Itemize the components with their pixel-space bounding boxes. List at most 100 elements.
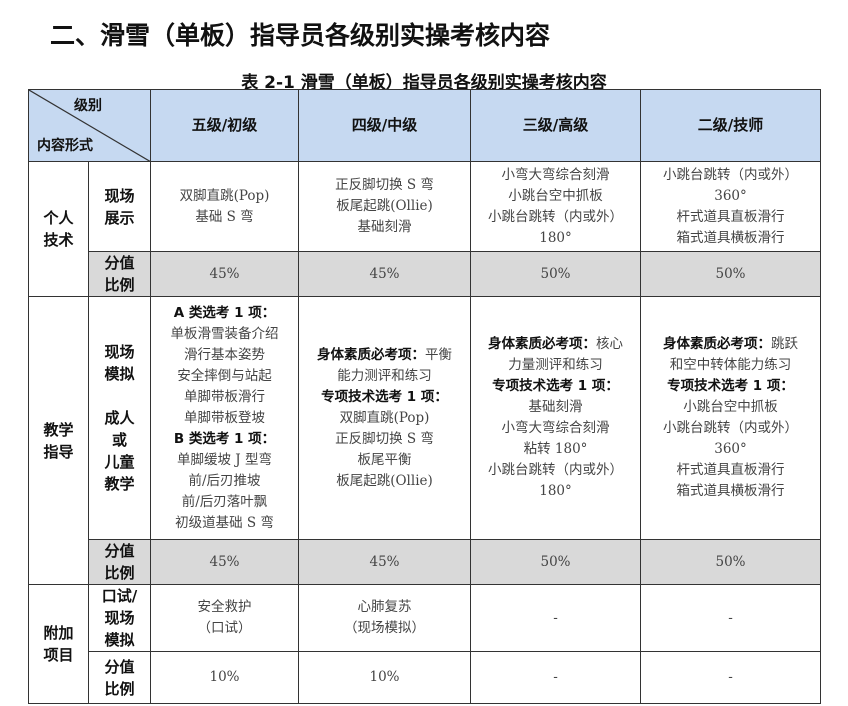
bold-label: 身体素质必考项： <box>488 336 596 352</box>
score-cell: 50% <box>640 539 821 585</box>
cell-line: 45% <box>153 552 296 573</box>
cell-line: 360° <box>643 439 818 460</box>
table-row: 个人 技术 现场 展示 双脚直跳(Pop) 基础 S 弯正反脚切换 S 弯板尾起跳(Oll… <box>28 161 821 297</box>
cell-line: 基础 S 弯 <box>153 207 296 228</box>
cell-line: 粘转 180° <box>473 439 638 460</box>
cell-text: 单脚带板滑行 <box>184 388 265 405</box>
cell-line: 基础刻滑 <box>301 217 468 238</box>
table-row: 附加 项目 口试/现场 模拟 安全救护 （口试） 心肺复苏 （现场模拟） - - <box>28 584 821 704</box>
cell-text: 基础刻滑 <box>528 399 583 415</box>
cell-text: 基础 S 弯 <box>195 208 254 225</box>
cell-text: 小跳台跳转（内或外） <box>663 166 798 183</box>
cell-text: 双脚直跳(Pop) <box>179 187 270 204</box>
score-cell: 10% <box>150 651 299 704</box>
header-row: 级别 内容形式 五级/初级 四级/中级 三级/高级 二级/技师 <box>28 89 821 162</box>
cell-line: 杆式道具直板滑行 <box>643 460 818 481</box>
table-row: 分值 比例 45% 45% 50% 50% <box>29 539 821 585</box>
level-header: 四级/中级 <box>298 89 471 162</box>
cell-line: - <box>473 608 638 629</box>
bold-label: 专项技术选考 1 项： <box>492 378 619 394</box>
score-cell: - <box>470 651 641 704</box>
cell-line: 小弯大弯综合刻滑 <box>473 165 638 186</box>
score-cell: 45% <box>298 251 471 297</box>
cell-line: A 类选考 1 项： <box>153 303 296 324</box>
cell-line: 安全救护 <box>153 597 296 618</box>
cell-line: 和空中转体能力练习 <box>643 355 818 376</box>
score-cell: 45% <box>298 539 471 585</box>
cell-text: 小跳台跳转（内或外） <box>488 462 623 478</box>
cell-text: 单脚缓坡 J 型弯 <box>177 451 272 468</box>
bold-label: B 类选考 1 项： <box>173 430 276 447</box>
cell-text: 360° <box>714 187 747 204</box>
cell-line: 180° <box>473 228 638 249</box>
cell-text: 安全摔倒与站起 <box>177 367 272 384</box>
score-cell: - <box>640 651 821 704</box>
cell-text: 杆式道具直板滑行 <box>676 208 785 225</box>
cell-line: 45% <box>301 264 468 285</box>
cell-line: 技术 <box>43 231 74 249</box>
cell-text: - <box>728 609 733 626</box>
category-cell: 附加 项目 <box>28 584 89 704</box>
cell-text: 360° <box>714 441 747 457</box>
cell-text: 45% <box>209 265 240 282</box>
content-cell: 身体素质必考项：跳跃 和空中转体能力练习 专项技术选考 1 项： 小跳台空中抓板 小跳台… <box>640 296 821 540</box>
cell-line: 双脚直跳(Pop) <box>153 186 296 207</box>
cell-line: 板尾起跳(Ollie) <box>301 196 468 217</box>
cell-line: 小跳台空中抓板 <box>643 397 818 418</box>
cell-line <box>91 385 148 407</box>
corner-header-cell: 级别 内容形式 <box>28 89 151 162</box>
cell-line: 身体素质必考项：跳跃 <box>643 334 818 355</box>
score-cell: 50% <box>640 251 821 297</box>
cell-line: 正反脚切换 S 弯 <box>301 429 468 450</box>
cell-text: 45% <box>369 553 400 570</box>
cell-line: 比例 <box>104 276 135 294</box>
cell-line: 50% <box>473 264 638 285</box>
bold-label: A 类选考 1 项： <box>173 304 276 321</box>
cell-line: 儿童 <box>104 453 135 471</box>
cell-text: 50% <box>540 265 571 282</box>
score-cell: 50% <box>470 251 641 297</box>
cell-line: 专项技术选考 1 项： <box>301 387 468 408</box>
content-cell: 身体素质必考项：核心 力量测评和练习 专项技术选考 1 项： 基础刻滑 小弯大弯综合刻滑… <box>470 296 641 540</box>
cell-text: 前/后刃落叶飘 <box>181 493 268 510</box>
cell-line: 身体素质必考项：平衡 <box>301 345 468 366</box>
cell-line: 50% <box>643 552 818 573</box>
content-cell: 双脚直跳(Pop) 基础 S 弯 <box>150 161 299 252</box>
cell-line: 口试/ <box>101 587 138 605</box>
cell-line: （口试） <box>153 618 296 639</box>
cell-text: 能力测评和练习 <box>337 367 432 384</box>
cell-text: 双脚直跳(Pop) <box>339 409 430 426</box>
cell-line: 单脚缓坡 J 型弯 <box>153 450 296 471</box>
cell-text: （口试） <box>197 620 252 636</box>
cell-line: 箱式道具横板滑行 <box>643 481 818 502</box>
bold-label: 专项技术选考 1 项： <box>667 378 794 394</box>
bold-label: 专项技术选考 1 项： <box>321 388 448 405</box>
cell-text: 跳跃 <box>771 336 798 352</box>
cell-text: 箱式道具横板滑行 <box>676 229 785 246</box>
cell-line: 小弯大弯综合刻滑 <box>473 418 638 439</box>
cell-text: （现场模拟） <box>344 620 425 636</box>
row-label-cell: 分值 比例 <box>88 251 151 297</box>
cell-text: 50% <box>715 265 746 282</box>
content-cell: - <box>640 584 821 652</box>
cell-text: 板尾起跳(Ollie) <box>336 472 433 489</box>
cell-line: 箱式道具横板滑行 <box>643 228 818 249</box>
cell-line: 指导 <box>43 442 74 461</box>
cell-line: 成人 <box>104 409 135 427</box>
cell-text: 平衡 <box>425 346 452 363</box>
cell-text: 10% <box>209 669 240 685</box>
cell-text: 板尾平衡 <box>357 451 412 468</box>
cell-line: 身体素质必考项：核心 <box>473 334 638 355</box>
cell-text: 小跳台空中抓板 <box>508 187 603 204</box>
content-cell: 小弯大弯综合刻滑 小跳台空中抓板小跳台跳转（内或外） 180° <box>470 161 641 252</box>
cell-text: 滑行基本姿势 <box>184 346 265 363</box>
content-cell: - <box>470 584 641 652</box>
cell-text: 50% <box>715 553 746 570</box>
cell-line: 专项技术选考 1 项： <box>643 376 818 397</box>
cell-line: 小跳台跳转（内或外） <box>473 207 638 228</box>
corner-level-label: 级别 <box>74 98 102 114</box>
cell-line: 心肺复苏 <box>301 597 468 618</box>
cell-line: 教学 <box>104 475 135 493</box>
level-header: 二级/技师 <box>640 89 821 162</box>
cell-text: 180° <box>539 229 572 246</box>
